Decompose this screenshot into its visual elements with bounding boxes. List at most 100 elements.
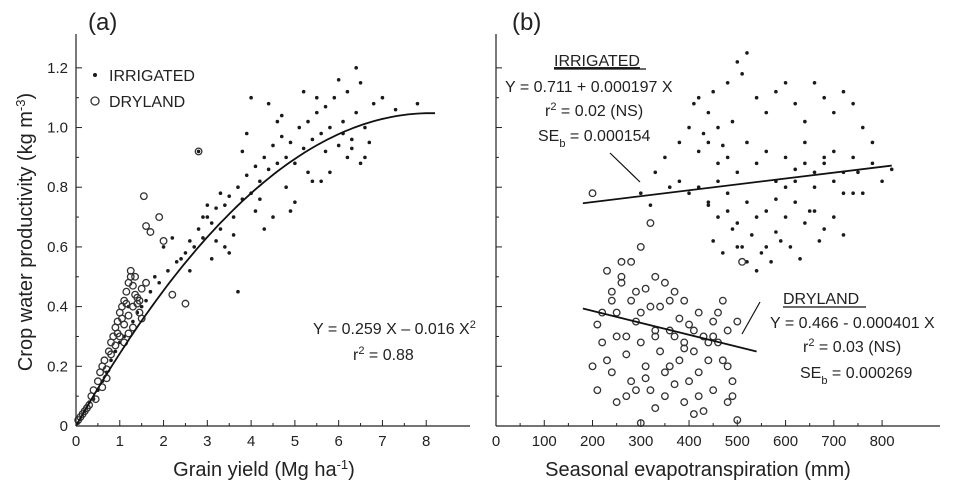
point-irrigated: [227, 251, 232, 255]
point-dryland: [718, 296, 727, 305]
point-dryland: [670, 287, 679, 296]
point-irrigated: [218, 227, 223, 231]
x-tick-label: 400: [677, 433, 702, 450]
point-dryland: [632, 287, 640, 296]
point-irrigated: [336, 77, 341, 82]
point-dryland: [660, 392, 669, 401]
point-irrigated: [812, 170, 817, 175]
point-irrigated: [223, 245, 227, 249]
point-irrigated: [157, 280, 161, 285]
point-irrigated: [764, 245, 769, 249]
point-dryland: [593, 386, 602, 395]
panel-b-label: (b): [512, 9, 541, 36]
point-dryland: [128, 281, 137, 290]
point-irrigated: [851, 191, 855, 195]
point-irrigated: [271, 215, 275, 219]
point-irrigated: [841, 191, 846, 195]
point-irrigated: [648, 203, 653, 207]
point-irrigated: [788, 245, 793, 249]
point-irrigated: [721, 251, 725, 255]
point-dryland: [100, 356, 109, 365]
point-irrigated: [706, 110, 711, 115]
point-dryland: [93, 377, 102, 386]
point-irrigated: [363, 125, 367, 130]
point-irrigated: [663, 155, 667, 160]
point-irrigated: [730, 227, 735, 231]
panel-b-ticks: 0 100 200 300 400 500 600 700 800: [492, 67, 895, 450]
point-irrigated: [144, 298, 148, 303]
point-irrigated: [323, 104, 328, 109]
point-dryland: [588, 189, 597, 198]
x-tick-label: 800: [870, 433, 895, 450]
point-irrigated: [358, 80, 363, 85]
point-irrigated: [783, 80, 788, 85]
point-irrigated: [253, 164, 258, 169]
point-dryland: [704, 356, 713, 365]
point-irrigated: [367, 140, 372, 145]
point-irrigated: [166, 269, 170, 273]
point-irrigated: [275, 119, 280, 124]
point-irrigated: [310, 179, 315, 184]
point-irrigated: [851, 155, 855, 160]
point-irrigated: [860, 191, 865, 195]
point-dryland: [612, 398, 621, 407]
y-tick-label: 0.6: [47, 239, 68, 256]
point-irrigated: [754, 161, 759, 166]
point-irrigated: [258, 179, 262, 184]
point-irrigated: [783, 185, 788, 190]
point-dryland: [622, 332, 631, 341]
fit-line-dryland: [582, 307, 757, 353]
point-irrigated: [696, 95, 701, 100]
point-dryland: [651, 272, 660, 281]
point-irrigated: [345, 155, 350, 160]
point-irrigated: [856, 170, 860, 175]
point-dryland: [78, 410, 87, 419]
point-dryland: [709, 332, 718, 341]
point-dryland: [617, 278, 626, 287]
point-irrigated: [832, 179, 836, 184]
point-dryland: [738, 257, 747, 266]
point-irrigated: [314, 110, 319, 115]
irrigated-annotation-title: IRRIGATED: [554, 53, 640, 70]
point-dryland: [699, 332, 708, 341]
point-irrigated: [735, 60, 740, 64]
point-dryland: [622, 350, 631, 359]
point-irrigated: [745, 140, 749, 145]
point-dryland: [612, 332, 621, 341]
point-irrigated: [218, 191, 223, 195]
panel-a-label: (a): [88, 9, 117, 36]
point-irrigated: [735, 221, 740, 225]
point-irrigated: [188, 269, 192, 273]
point-irrigated: [706, 203, 711, 207]
point-irrigated: [266, 101, 271, 106]
point-dryland: [617, 257, 626, 266]
point-irrigated: [735, 170, 740, 175]
point-irrigated: [170, 236, 175, 240]
panel-b-axes: [495, 34, 940, 427]
panel-b-fits: [582, 164, 892, 353]
x-tick-label: 200: [580, 433, 605, 450]
point-irrigated: [236, 185, 240, 190]
x-tick-label: 3: [203, 433, 211, 450]
point-dryland: [135, 296, 144, 305]
point-dryland: [588, 362, 597, 371]
point-dryland: [733, 416, 742, 424]
point-dryland: [709, 386, 718, 395]
point-irrigated: [174, 260, 179, 264]
x-tick-label: 8: [422, 433, 430, 450]
point-irrigated: [759, 251, 764, 255]
point-dryland: [139, 192, 148, 201]
point-irrigated: [735, 245, 740, 249]
point-dryland: [131, 272, 140, 281]
point-dryland: [113, 329, 122, 338]
irrigated-annotation-r2: r2 = 0.02 (NS): [545, 101, 643, 120]
point-irrigated: [231, 215, 236, 219]
panel-a-legend: IRRIGATED DRYLAND: [90, 68, 195, 111]
point-dryland: [627, 377, 636, 386]
point-irrigated: [870, 161, 875, 166]
panel-b-xlabel: Seasonal evapotranspiration (mm): [545, 459, 851, 481]
point-irrigated: [832, 149, 836, 154]
point-dryland: [651, 332, 660, 341]
point-irrigated: [205, 203, 210, 207]
